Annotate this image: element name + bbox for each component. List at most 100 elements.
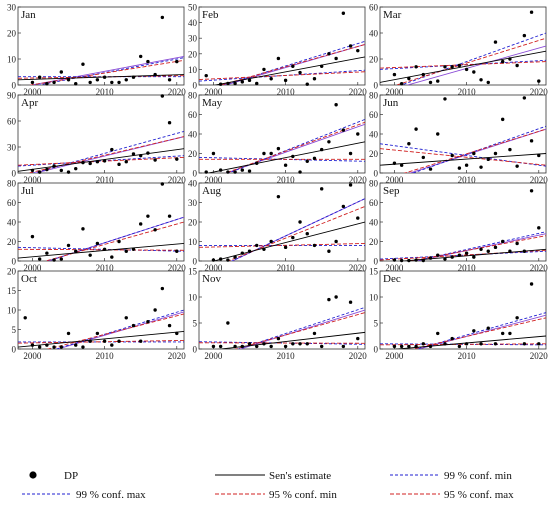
dp-point xyxy=(233,255,237,259)
dp-point xyxy=(218,168,223,172)
line-sens xyxy=(392,335,546,349)
dp-point xyxy=(167,78,172,82)
dp-point xyxy=(529,189,534,193)
y-tick-label: 0 xyxy=(374,169,379,179)
dp-point xyxy=(500,331,505,336)
x-tick-label: 2020 xyxy=(168,175,187,185)
dp-point xyxy=(30,234,35,239)
dp-point xyxy=(102,159,107,163)
dp-point xyxy=(291,235,295,240)
y-tick-label: 40 xyxy=(369,218,379,228)
line-sens xyxy=(212,221,365,261)
dp-point xyxy=(486,80,490,85)
dp-point xyxy=(522,249,527,253)
dp-point xyxy=(160,15,165,20)
dp-point xyxy=(319,147,324,152)
dp-point xyxy=(291,342,295,346)
dp-point xyxy=(45,343,49,347)
dp-point xyxy=(450,336,454,341)
dp-point xyxy=(443,65,447,69)
y-tick-label: 10 xyxy=(188,293,198,303)
dp-point xyxy=(443,257,447,261)
panel-frame xyxy=(17,94,185,174)
dp-point xyxy=(479,78,483,82)
panel-title: Jan xyxy=(21,9,36,21)
dp-point xyxy=(464,342,469,346)
dp-point xyxy=(508,147,512,152)
dp-point xyxy=(247,342,252,346)
panel-title: Sep xyxy=(383,185,400,197)
dp-point xyxy=(124,249,128,253)
dp-point xyxy=(175,157,179,161)
dp-point xyxy=(298,170,302,174)
line-c99max xyxy=(31,130,184,173)
y-tick-label: 0 xyxy=(193,345,198,355)
line-c95min xyxy=(18,75,184,79)
y-tick-label: 90 xyxy=(7,91,17,101)
dp-point xyxy=(283,78,288,83)
legend-item-c95max: 95 % conf. max xyxy=(390,489,514,501)
y-tick-label: 20 xyxy=(369,55,379,65)
dp-point xyxy=(226,170,230,174)
x-tick-label: 2020 xyxy=(530,87,549,97)
dp-point xyxy=(37,75,42,79)
y-tick-label: 10 xyxy=(188,237,198,247)
dp-point xyxy=(95,331,100,336)
dp-point xyxy=(204,170,208,174)
line-c95min xyxy=(380,61,546,69)
line-c99max xyxy=(411,125,546,173)
y-tick-label: 50 xyxy=(188,3,198,13)
dp-point xyxy=(45,251,49,255)
dp-point xyxy=(138,222,143,226)
dp-points xyxy=(392,282,541,349)
line-purple xyxy=(29,55,184,85)
dp-point xyxy=(472,329,476,333)
dp-point xyxy=(421,72,426,77)
dp-point xyxy=(240,251,245,255)
dp-point xyxy=(74,343,78,347)
x-tick-label: 2020 xyxy=(168,263,187,273)
dp-point xyxy=(153,158,157,162)
dp-point xyxy=(255,161,259,165)
dp-point xyxy=(327,249,331,253)
y-tick-label: 40 xyxy=(188,18,198,28)
dp-point xyxy=(276,146,281,151)
dp-point xyxy=(95,241,100,246)
y-tick-label: 20 xyxy=(7,29,17,39)
x-tick-label: 2000 xyxy=(385,351,404,361)
dp-point xyxy=(131,75,136,79)
dp-point xyxy=(262,247,266,251)
dp-point xyxy=(479,342,483,346)
dp-point xyxy=(436,132,440,136)
y-tick-label: 15 xyxy=(188,267,198,277)
dp-point xyxy=(204,73,208,78)
dp-point xyxy=(407,142,411,146)
dp-point xyxy=(356,48,360,53)
dp-point xyxy=(153,308,157,312)
dp-point xyxy=(508,57,512,61)
x-tick-label: 2000 xyxy=(385,175,404,185)
line-c99max xyxy=(36,57,184,85)
dp-point xyxy=(146,214,150,218)
dp-point xyxy=(117,239,121,244)
dp-point xyxy=(81,227,85,231)
dp-point xyxy=(59,168,64,173)
dp-point xyxy=(138,339,143,343)
dp-point xyxy=(414,344,418,349)
panel-title: May xyxy=(202,97,223,109)
dp-point xyxy=(102,339,107,343)
x-tick-label: 2000 xyxy=(23,351,42,361)
dp-point xyxy=(312,156,317,161)
dp-point xyxy=(175,59,179,64)
dp-point xyxy=(124,316,128,320)
dp-point xyxy=(262,151,266,156)
x-tick-label: 2000 xyxy=(23,175,42,185)
y-tick-label: 60 xyxy=(7,198,17,208)
dp-point xyxy=(59,345,64,349)
dp-point xyxy=(493,40,498,44)
dp-point xyxy=(443,97,447,101)
line-c95max xyxy=(44,221,184,261)
line-c99min xyxy=(380,59,546,70)
dp-point xyxy=(508,331,512,336)
x-tick-label: 2010 xyxy=(458,351,477,361)
